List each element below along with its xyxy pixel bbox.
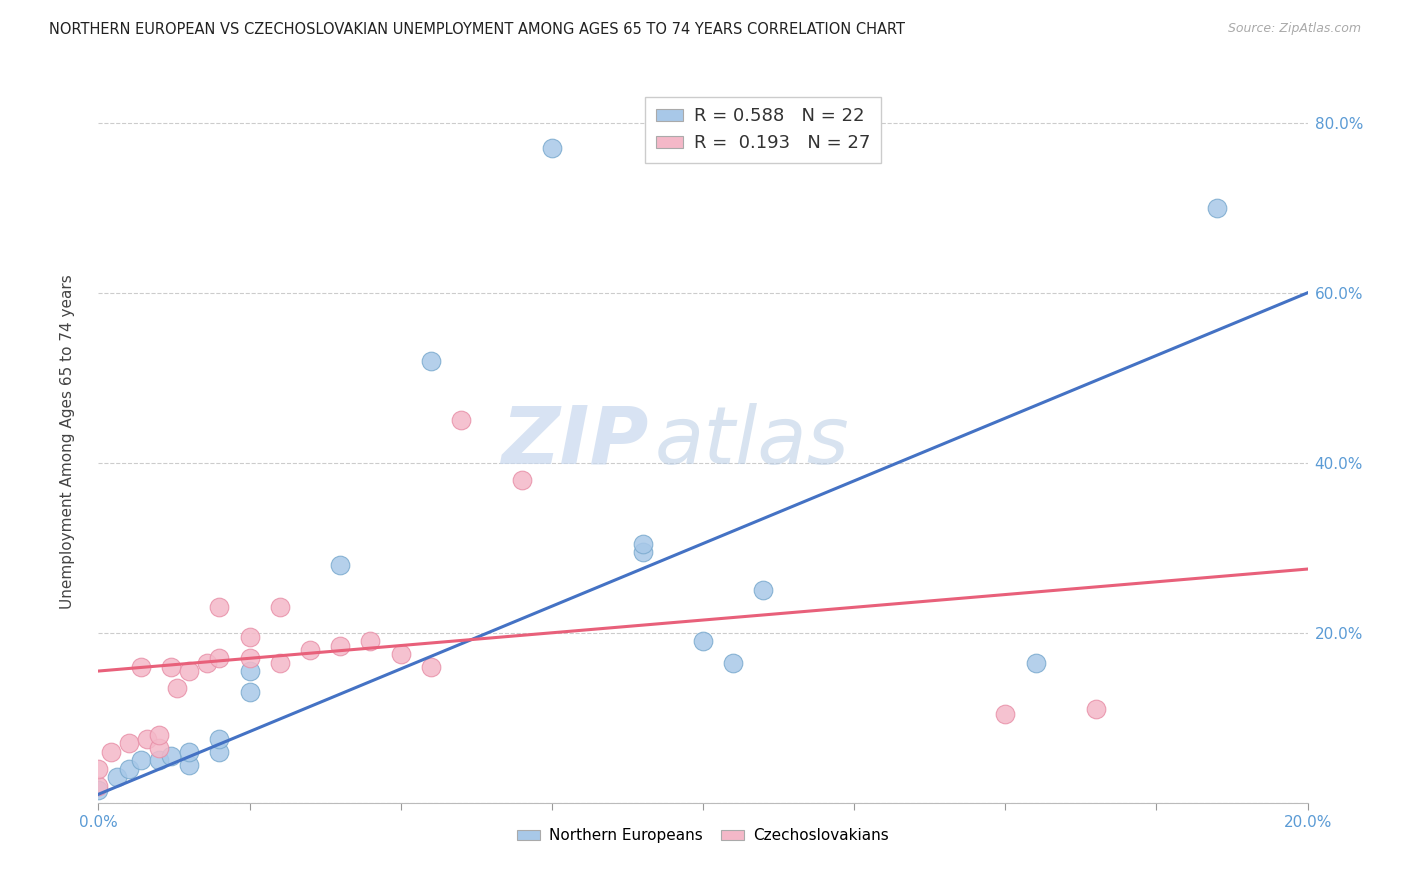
Point: [135, 732, 157, 747]
Point: [160, 749, 183, 764]
Point: [129, 753, 152, 767]
Point: [420, 660, 443, 674]
Point: [1024, 656, 1046, 670]
Legend: Northern Europeans, Czechoslovakians: Northern Europeans, Czechoslovakians: [510, 822, 896, 849]
Point: [510, 473, 533, 487]
Point: [239, 664, 262, 678]
Point: [129, 660, 152, 674]
Point: [631, 545, 654, 559]
Point: [208, 732, 231, 747]
Point: [269, 656, 291, 670]
Point: [195, 656, 218, 670]
Point: [179, 757, 201, 772]
Point: [239, 651, 262, 665]
Point: [631, 536, 654, 550]
Point: [118, 736, 141, 750]
Point: [752, 583, 775, 598]
Point: [166, 681, 188, 695]
Point: [148, 740, 170, 755]
Point: [118, 762, 141, 776]
Point: [329, 639, 352, 653]
Y-axis label: Unemployment Among Ages 65 to 74 years: Unemployment Among Ages 65 to 74 years: [60, 274, 75, 609]
Point: [208, 600, 231, 615]
Text: atlas: atlas: [655, 402, 849, 481]
Point: [360, 634, 382, 648]
Point: [299, 642, 322, 657]
Point: [160, 660, 183, 674]
Point: [239, 685, 262, 699]
Point: [148, 728, 170, 742]
Point: [389, 647, 412, 661]
Point: [269, 600, 291, 615]
Point: [450, 413, 472, 427]
Point: [692, 634, 714, 648]
Point: [100, 745, 122, 759]
Point: [87, 779, 110, 793]
Point: [208, 745, 231, 759]
Text: NORTHERN EUROPEAN VS CZECHOSLOVAKIAN UNEMPLOYMENT AMONG AGES 65 TO 74 YEARS CORR: NORTHERN EUROPEAN VS CZECHOSLOVAKIAN UNE…: [49, 22, 905, 37]
Point: [87, 783, 110, 797]
Point: [994, 706, 1017, 721]
Point: [329, 558, 352, 572]
Point: [179, 664, 201, 678]
Point: [87, 762, 110, 776]
Point: [179, 745, 201, 759]
Point: [723, 656, 745, 670]
Point: [540, 141, 562, 155]
Text: ZIP: ZIP: [501, 402, 648, 481]
Point: [239, 630, 262, 644]
Point: [1085, 702, 1108, 716]
Point: [105, 770, 128, 784]
Point: [1206, 201, 1229, 215]
Point: [208, 651, 231, 665]
Text: Source: ZipAtlas.com: Source: ZipAtlas.com: [1227, 22, 1361, 36]
Point: [148, 753, 170, 767]
Point: [420, 353, 443, 368]
